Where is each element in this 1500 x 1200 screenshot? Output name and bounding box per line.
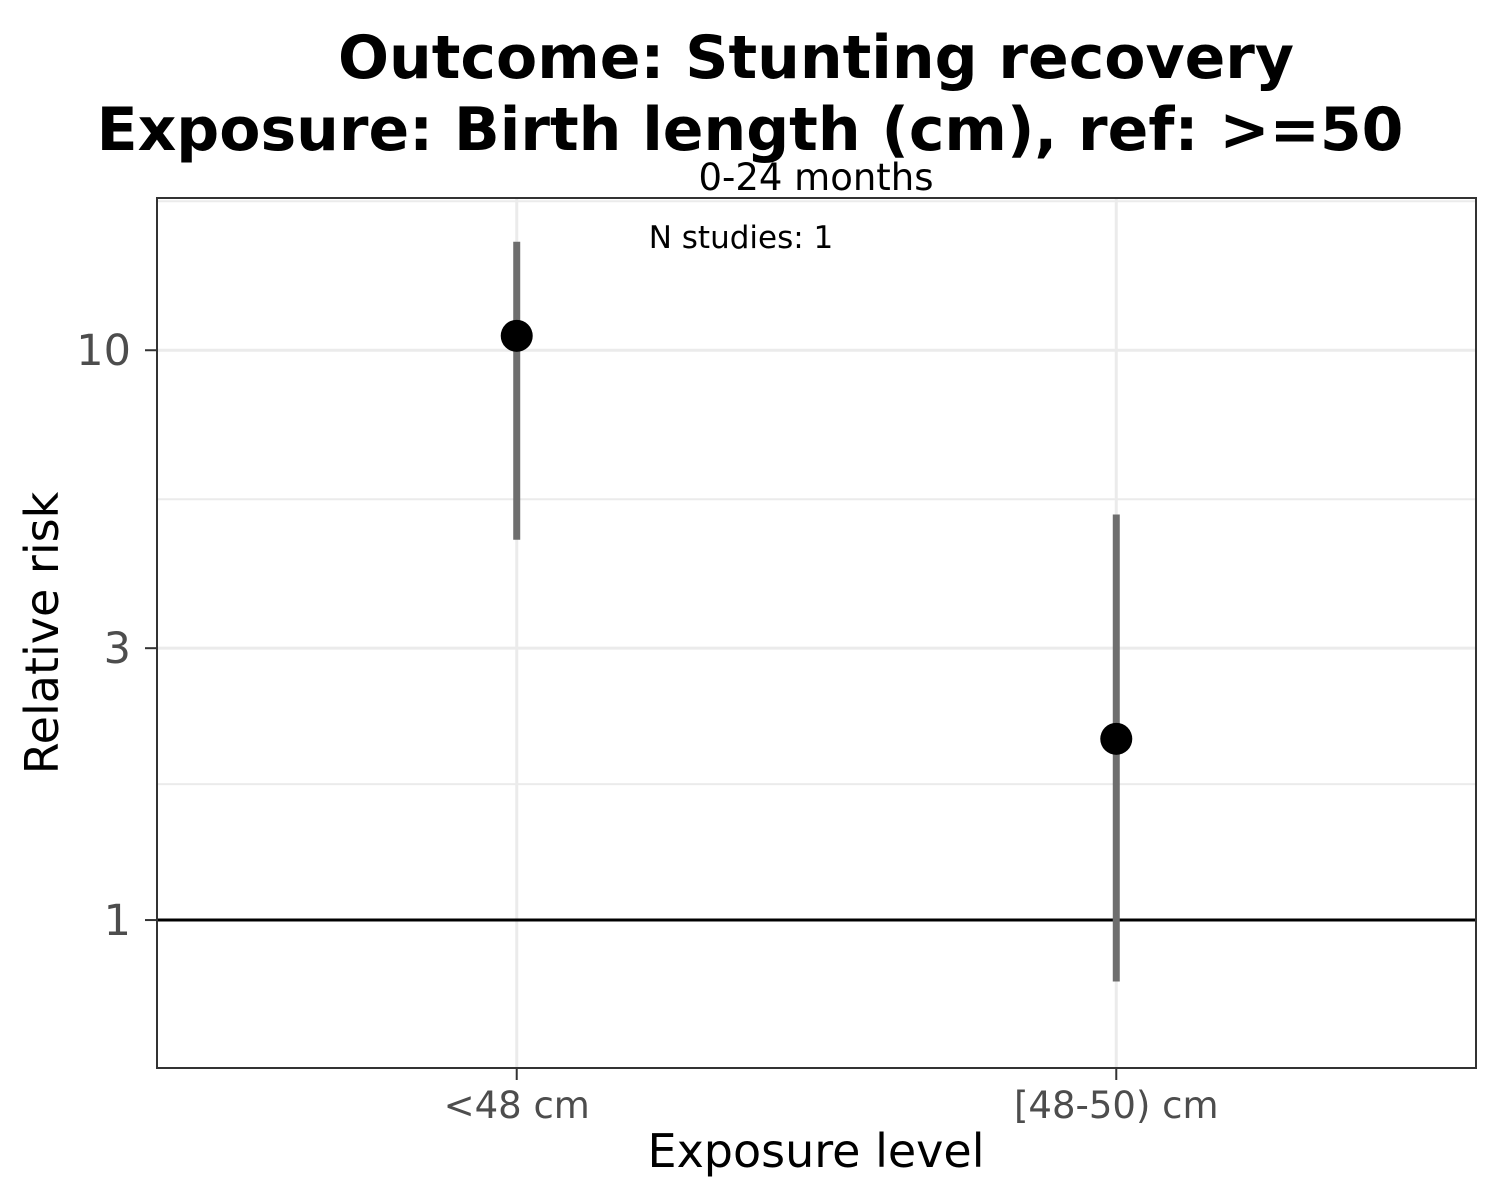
point-estimates — [500, 319, 1133, 755]
n-studies-annotation: N studies: 1 — [649, 220, 834, 256]
chart-title-line1: Outcome: Stunting recovery — [338, 23, 1294, 93]
x-tick-label: [48-50) cm — [1014, 1084, 1219, 1127]
grid-minor — [157, 200, 1476, 786]
chart-title-line2: Exposure: Birth length (cm), ref: >=50 — [97, 95, 1404, 165]
point-estimate — [1100, 722, 1133, 755]
grid-major — [157, 198, 1476, 1068]
facet-label: 0-24 months — [698, 156, 933, 199]
y-tick-label: 1 — [104, 896, 131, 946]
y-tick-label: 10 — [76, 326, 131, 376]
y-tick-label: 3 — [104, 624, 131, 674]
x-axis: <48 cm [48-50) cm — [444, 1068, 1219, 1127]
x-axis-title: Exposure level — [648, 1124, 985, 1178]
y-axis: 1 3 10 — [76, 326, 157, 946]
x-tick-label: <48 cm — [444, 1084, 590, 1127]
y-axis-title: Relative risk — [15, 491, 69, 774]
confidence-intervals — [513, 241, 1120, 982]
panel-border — [156, 197, 1477, 1069]
point-estimate — [500, 319, 533, 352]
